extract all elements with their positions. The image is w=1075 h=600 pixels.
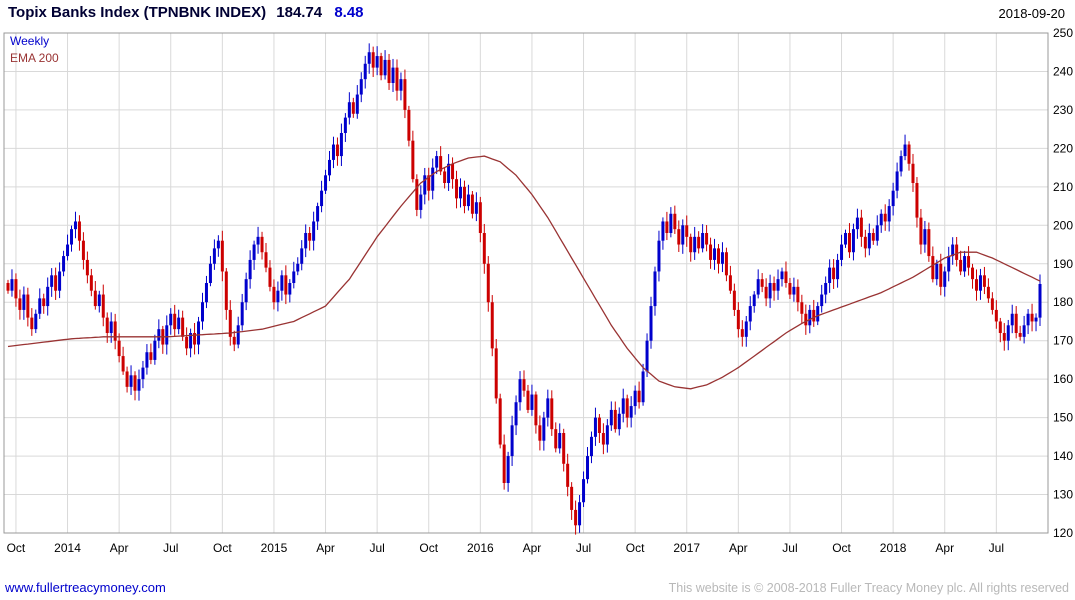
svg-text:Apr: Apr [729, 541, 748, 555]
svg-text:Jul: Jul [163, 541, 178, 555]
svg-text:2018: 2018 [880, 541, 907, 555]
svg-text:Jul: Jul [782, 541, 797, 555]
svg-text:Oct: Oct [832, 541, 851, 555]
svg-text:Apr: Apr [523, 541, 542, 555]
svg-text:Jul: Jul [989, 541, 1004, 555]
svg-text:120: 120 [1053, 526, 1073, 540]
svg-text:2016: 2016 [467, 541, 494, 555]
svg-text:250: 250 [1053, 28, 1073, 40]
svg-text:160: 160 [1053, 372, 1073, 386]
svg-text:140: 140 [1053, 449, 1073, 463]
price-chart: 120 130 140 150 160 170 180 190 200 210 220 230 240 2… [3, 28, 1073, 555]
svg-text:2015: 2015 [261, 541, 288, 555]
svg-text:240: 240 [1053, 64, 1073, 78]
change-value: 8.48 [334, 4, 364, 21]
svg-text:Apr: Apr [110, 541, 129, 555]
svg-text:150: 150 [1053, 411, 1073, 425]
page-title: Topix Banks Index (TPNBNK INDEX) 184.74 … [8, 4, 364, 21]
svg-text:Apr: Apr [316, 541, 335, 555]
svg-text:Oct: Oct [626, 541, 645, 555]
svg-text:210: 210 [1053, 180, 1073, 194]
website-link[interactable]: www.fullertreacymoney.com [5, 580, 166, 595]
svg-text:Oct: Oct [213, 541, 232, 555]
svg-text:230: 230 [1053, 103, 1073, 117]
svg-text:170: 170 [1053, 334, 1073, 348]
svg-text:Oct: Oct [419, 541, 438, 555]
svg-text:Oct: Oct [7, 541, 26, 555]
svg-text:220: 220 [1053, 141, 1073, 155]
last-price: 184.74 [276, 4, 323, 21]
svg-text:190: 190 [1053, 257, 1073, 271]
svg-text:Apr: Apr [935, 541, 954, 555]
svg-text:2017: 2017 [673, 541, 700, 555]
svg-text:Jul: Jul [369, 541, 384, 555]
copyright-text: This website is © 2008-2018 Fuller Treac… [668, 581, 1069, 595]
svg-text:2014: 2014 [54, 541, 81, 555]
svg-text:200: 200 [1053, 218, 1073, 232]
chart-header: Topix Banks Index (TPNBNK INDEX) 184.74 … [0, 0, 1075, 28]
svg-text:Jul: Jul [576, 541, 591, 555]
svg-text:180: 180 [1053, 295, 1073, 309]
svg-text:130: 130 [1053, 488, 1073, 502]
chart-footer: www.fullertreacymoney.com This website i… [0, 574, 1075, 600]
chart-date: 2018-09-20 [998, 6, 1066, 21]
instrument-title: Topix Banks Index (TPNBNK INDEX) [8, 4, 267, 21]
